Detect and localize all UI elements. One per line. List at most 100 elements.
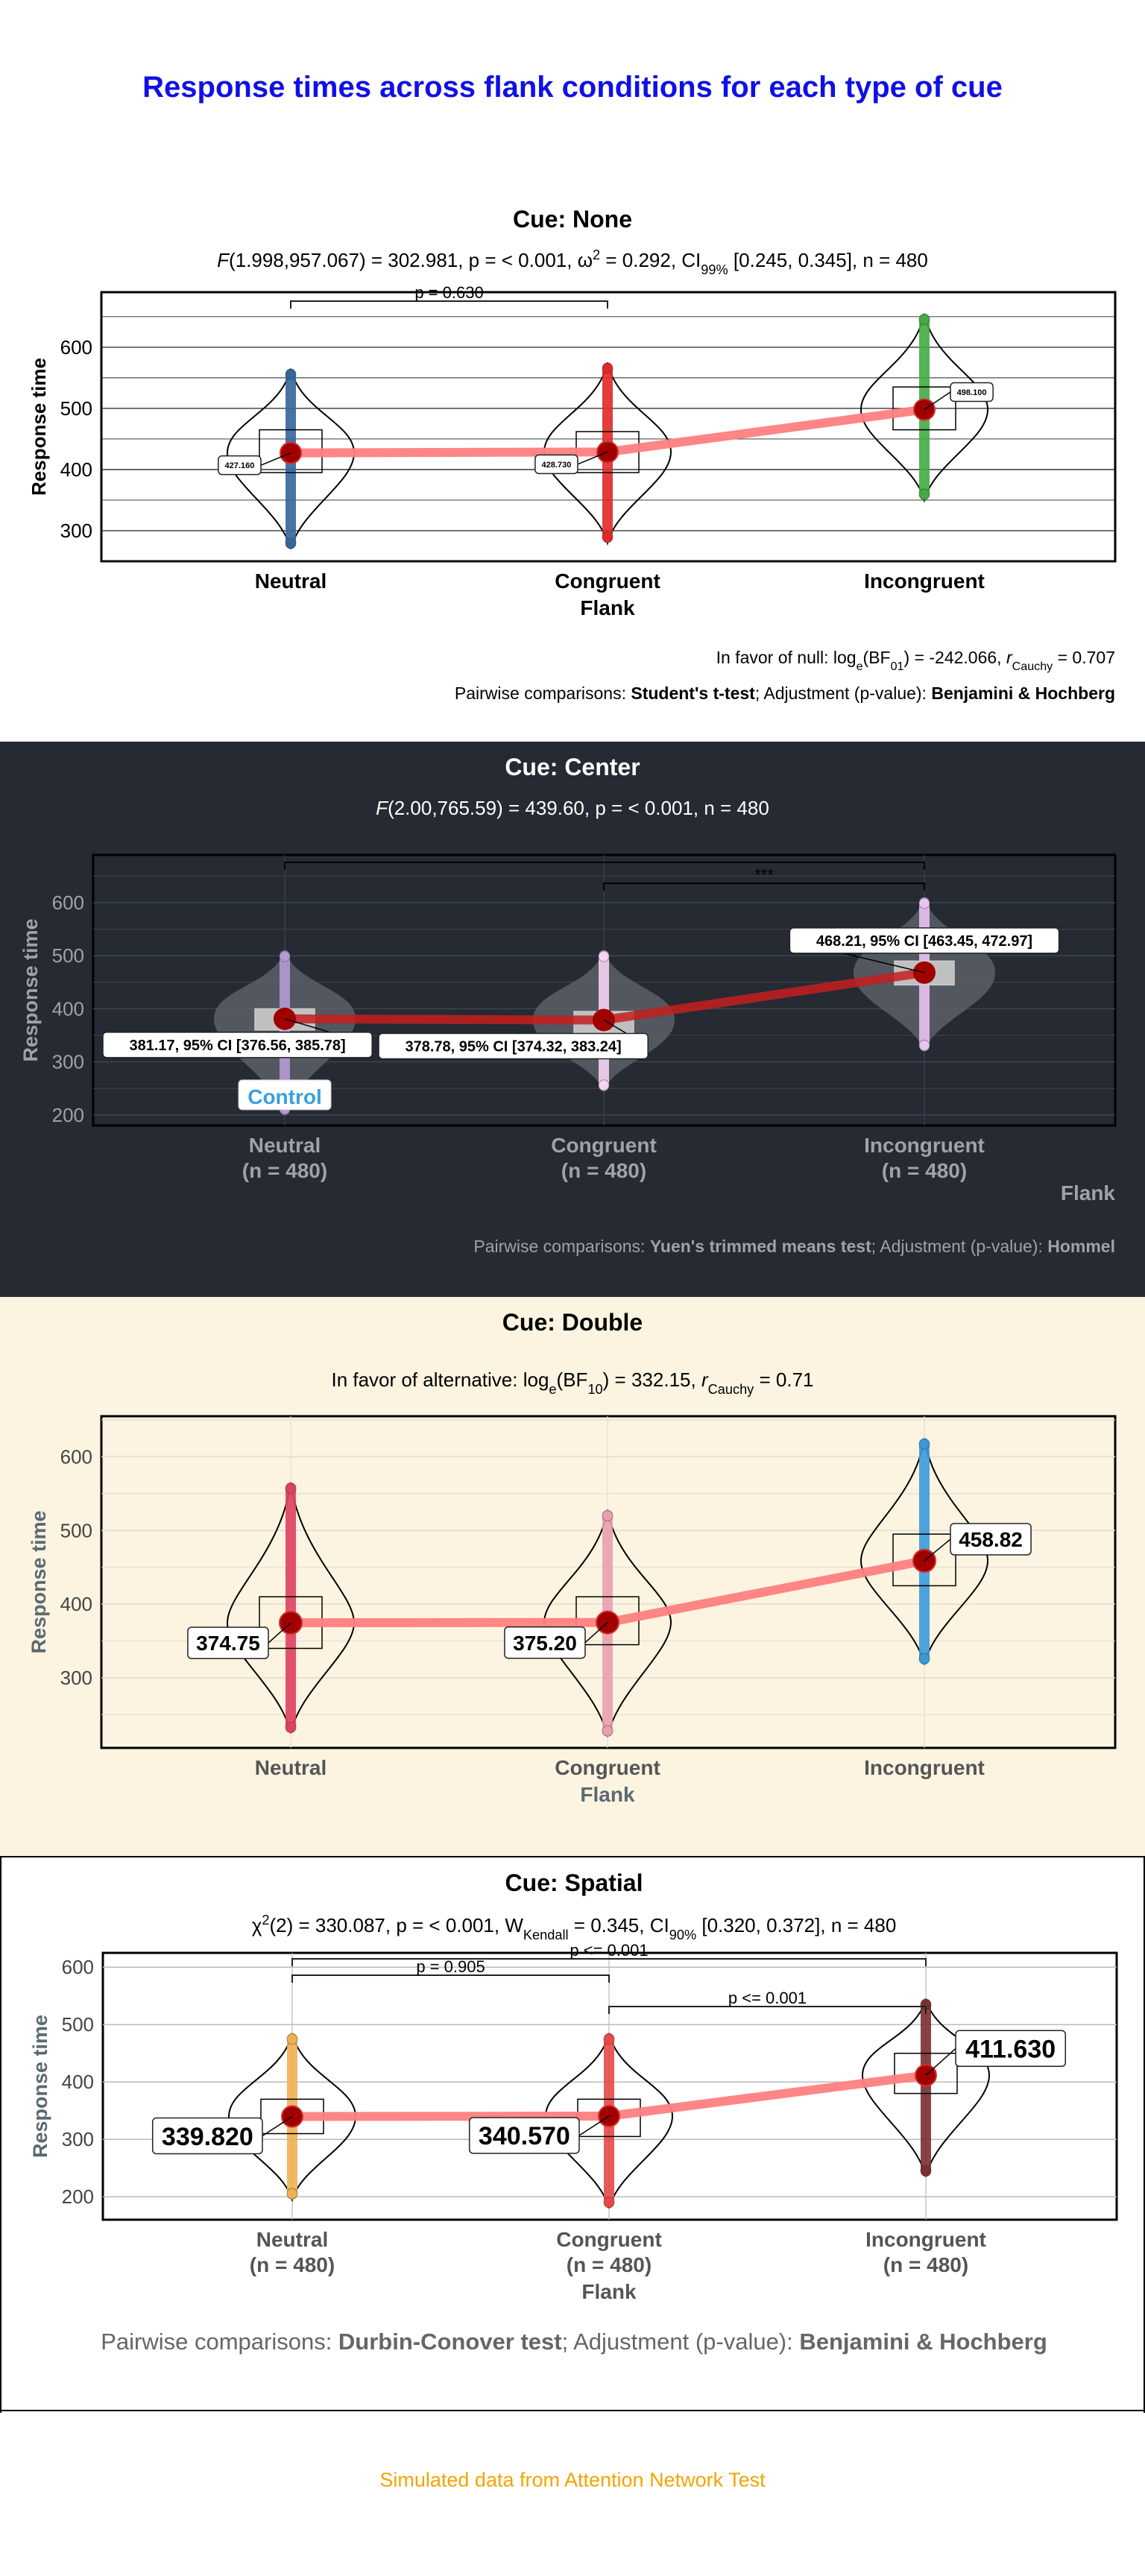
mean-label-box <box>789 927 1060 954</box>
violin <box>227 2033 357 2203</box>
outlier-point <box>918 1652 930 1664</box>
x-tick-label: Congruent <box>551 1134 657 1157</box>
mean-point <box>593 1008 615 1032</box>
data-points <box>921 1998 931 2177</box>
x-tick-label: (n = 480) <box>883 2253 968 2276</box>
outlier-point <box>918 488 930 500</box>
annotation-box <box>238 1079 332 1111</box>
x-tick-label: Incongruent <box>865 2228 986 2251</box>
outlier-point <box>920 2165 932 2176</box>
outlier-point <box>286 2033 298 2045</box>
panel-subtitle: F(2.00,765.59) = 439.60, p = < 0.001, n … <box>376 797 769 819</box>
panel-subtitle: In favor of alternative: loge(BF10) = 33… <box>331 1368 813 1397</box>
y-tick-label: 600 <box>60 336 92 359</box>
x-tick-label: Neutral <box>256 2228 328 2251</box>
x-tick-label: Neutral <box>249 1134 321 1157</box>
comparison-bracket <box>291 1974 610 1983</box>
outlier-point <box>602 531 613 543</box>
comparison-bracket <box>603 883 925 891</box>
chart-cue-spatial: Cue: Spatial χ2(2) = 330.087, p = < 0.001… <box>0 1857 1145 2413</box>
panel-title: Cue: None <box>513 206 632 233</box>
x-tick-label: Neutral <box>255 569 327 593</box>
outlier-point <box>598 1079 610 1091</box>
y-tick-label: 500 <box>60 1519 92 1541</box>
x-axis-label: Flank <box>581 2280 637 2303</box>
y-tick-label: 300 <box>52 1051 84 1073</box>
panel-cue-none: Cue: None F(1.998,957.067) = 302.981, p =… <box>0 194 1145 742</box>
outlier-point <box>279 950 291 962</box>
panel-title: Cue: Double <box>502 1309 643 1336</box>
annotation-label: Control <box>247 1085 322 1108</box>
y-tick-label: 200 <box>52 1104 84 1126</box>
y-tick-label: 300 <box>60 1667 92 1689</box>
y-tick-label: 500 <box>52 944 84 967</box>
mean-label-box <box>187 1626 269 1659</box>
panel-cue-double: Cue: Double In favor of alternative: loge… <box>0 1297 1145 1856</box>
comparison-label: p = 0.630 <box>414 283 483 302</box>
comparison-bracket <box>608 2006 927 2014</box>
mean-label: 340.570 <box>479 2122 570 2150</box>
outlier-point <box>603 2197 615 2209</box>
outlier-point <box>602 1725 613 1737</box>
panel-title: Cue: Center <box>505 754 640 780</box>
page-title: Response times across flank conditions f… <box>142 71 1003 104</box>
mean-point <box>598 2104 620 2127</box>
mean-label: 374.75 <box>196 1632 260 1655</box>
y-tick-label: 400 <box>60 1593 92 1615</box>
x-tick-label: Incongruent <box>864 569 985 593</box>
mean-label-box <box>955 2030 1067 2068</box>
y-tick-label: 600 <box>52 891 84 914</box>
panel-subtitle: F(1.998,957.067) = 302.981, p = < 0.001,… <box>217 247 928 277</box>
y-tick-label: 600 <box>60 1445 92 1468</box>
y-axis-label: Response time <box>29 2015 51 2158</box>
panel-footnote: In favor of null: loge(BF01) = -242.066,… <box>716 648 1115 673</box>
outlier-point <box>286 2188 298 2200</box>
comparison-label: *** <box>754 865 774 884</box>
panel-cue-spatial: Cue: Spatial χ2(2) = 330.087, p = < 0.001… <box>0 1856 1145 2413</box>
comparison-bracket <box>291 1958 927 1966</box>
mean-label-box <box>950 382 994 402</box>
box <box>892 1533 956 1587</box>
outlier-point <box>918 314 930 326</box>
mean-label-box <box>950 1523 1032 1556</box>
mean-label: 381.17, 95% CI [376.56, 385.78] <box>129 1038 345 1054</box>
label-leader <box>578 2115 610 2136</box>
x-tick-label: Congruent <box>556 2228 662 2251</box>
mean-label: 427.160 <box>225 461 255 470</box>
x-tick-label: Congruent <box>555 1756 660 1779</box>
y-tick-label: 400 <box>60 458 92 481</box>
label-leader <box>925 2048 956 2076</box>
comparison-label: p = 0.905 <box>416 1957 485 1976</box>
box <box>892 386 956 431</box>
comparison-bracket <box>290 300 608 309</box>
x-tick-label: (n = 480) <box>882 1159 967 1182</box>
outlier-point <box>602 1510 613 1522</box>
mean-label: 428.730 <box>542 461 572 470</box>
mean-label-box <box>218 455 262 476</box>
label-leader <box>584 1622 608 1644</box>
x-tick-label: Incongruent <box>864 1134 985 1157</box>
mean-label-box <box>534 454 578 475</box>
outlier-point <box>285 369 297 381</box>
x-axis-label: Flank <box>1061 1181 1116 1205</box>
label-leader <box>268 1622 291 1644</box>
y-tick-label: 300 <box>62 2128 94 2150</box>
panel-cue-center: Cue: Center F(2.00,765.59) = 439.60, p = … <box>0 742 1145 1297</box>
comparison-label: p <= 0.001 <box>570 1941 648 1960</box>
chart-cue-double: Cue: Double In favor of alternative: loge… <box>28 1309 1117 1806</box>
y-tick-label: 500 <box>62 2013 94 2036</box>
y-axis-label: Response time <box>28 358 50 496</box>
label-leader <box>262 2115 293 2137</box>
x-tick-label: (n = 480) <box>250 2253 335 2276</box>
y-axis-label: Response time <box>19 918 42 1061</box>
comparison-bracket <box>284 862 925 870</box>
x-tick-label: Congruent <box>555 569 660 593</box>
y-tick-label: 200 <box>62 2185 94 2208</box>
y-tick-label: 500 <box>60 397 92 420</box>
y-tick-label: 600 <box>62 1956 94 1978</box>
outlier-point <box>285 1483 297 1494</box>
mean-label-box <box>468 2117 580 2154</box>
mean-label: 411.630 <box>965 2036 1056 2064</box>
x-tick-label: (n = 480) <box>242 1159 327 1182</box>
panel-footnote: Pairwise comparisons: Student's t-test; … <box>455 684 1115 703</box>
